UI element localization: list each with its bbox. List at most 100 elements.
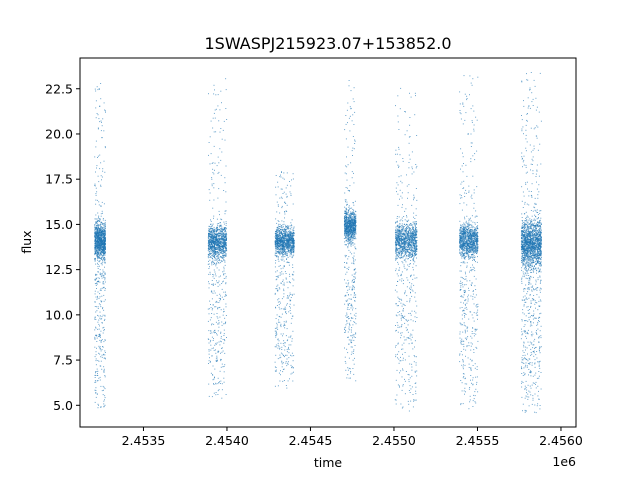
data-point bbox=[99, 376, 101, 378]
data-point bbox=[100, 242, 102, 243]
data-point bbox=[345, 329, 347, 331]
data-point bbox=[104, 299, 106, 301]
data-point bbox=[225, 234, 227, 236]
data-point bbox=[289, 191, 291, 193]
data-point bbox=[282, 240, 284, 242]
data-point bbox=[344, 218, 346, 220]
data-point bbox=[213, 262, 215, 263]
data-point bbox=[225, 245, 227, 247]
data-point bbox=[286, 196, 288, 198]
data-point bbox=[349, 239, 351, 240]
data-point bbox=[104, 258, 106, 260]
data-point bbox=[220, 360, 222, 362]
data-point bbox=[353, 223, 355, 225]
data-point bbox=[225, 249, 227, 251]
data-point bbox=[285, 228, 286, 230]
data-point bbox=[96, 337, 98, 339]
data-point bbox=[222, 271, 224, 273]
data-point bbox=[218, 320, 220, 322]
data-point bbox=[212, 253, 214, 255]
data-point bbox=[210, 246, 212, 248]
data-point bbox=[208, 281, 209, 283]
data-point bbox=[347, 285, 349, 287]
data-point bbox=[221, 383, 223, 385]
data-point bbox=[101, 318, 103, 320]
data-point bbox=[275, 260, 277, 261]
data-point bbox=[352, 220, 353, 222]
data-point bbox=[354, 237, 356, 239]
data-point bbox=[355, 225, 357, 227]
data-point bbox=[347, 336, 349, 338]
data-point bbox=[225, 322, 226, 324]
data-point bbox=[208, 240, 210, 242]
data-point bbox=[354, 300, 356, 302]
data-point bbox=[221, 252, 223, 254]
data-point bbox=[277, 275, 279, 277]
data-point bbox=[211, 261, 213, 262]
data-point bbox=[281, 188, 283, 190]
data-point bbox=[95, 351, 97, 353]
data-point bbox=[97, 373, 98, 375]
data-point bbox=[279, 232, 281, 234]
data-point bbox=[293, 245, 295, 247]
data-point bbox=[353, 281, 355, 283]
data-point bbox=[275, 232, 277, 234]
data-point bbox=[276, 285, 278, 287]
data-point bbox=[274, 385, 276, 387]
data-point bbox=[288, 238, 290, 240]
data-point bbox=[224, 261, 226, 263]
data-point bbox=[223, 245, 225, 247]
data-point bbox=[104, 352, 106, 353]
data-point bbox=[348, 339, 350, 341]
data-point bbox=[212, 246, 214, 248]
data-point bbox=[351, 227, 353, 229]
data-point bbox=[290, 364, 292, 366]
data-point bbox=[285, 313, 287, 315]
data-point bbox=[96, 371, 98, 373]
data-point bbox=[287, 287, 289, 289]
data-point bbox=[208, 240, 210, 241]
data-point bbox=[216, 227, 218, 229]
data-point bbox=[353, 209, 355, 211]
data-point bbox=[98, 404, 99, 406]
data-point bbox=[347, 223, 349, 224]
data-point bbox=[346, 299, 348, 301]
data-point bbox=[283, 308, 285, 310]
data-point bbox=[347, 233, 349, 235]
data-point bbox=[99, 244, 101, 246]
data-point bbox=[100, 236, 102, 238]
data-point bbox=[274, 242, 276, 244]
data-point bbox=[99, 333, 101, 335]
data-point bbox=[278, 340, 280, 342]
data-point bbox=[101, 242, 103, 244]
data-point bbox=[291, 233, 293, 235]
data-point bbox=[211, 248, 213, 249]
data-point bbox=[212, 241, 214, 243]
data-point bbox=[347, 336, 349, 338]
data-point bbox=[94, 235, 96, 237]
data-point bbox=[95, 171, 96, 173]
data-point bbox=[94, 233, 96, 235]
data-point bbox=[215, 331, 216, 333]
data-point bbox=[286, 254, 288, 256]
data-point bbox=[100, 237, 102, 239]
data-point bbox=[95, 311, 97, 313]
data-point bbox=[281, 259, 283, 261]
data-point bbox=[279, 245, 281, 247]
data-point bbox=[101, 210, 103, 212]
data-point bbox=[222, 366, 224, 368]
data-point bbox=[277, 289, 279, 291]
data-point bbox=[96, 237, 98, 239]
data-point bbox=[100, 243, 102, 245]
data-point bbox=[210, 223, 211, 225]
data-point bbox=[277, 186, 279, 188]
data-point bbox=[285, 311, 287, 313]
data-point bbox=[103, 241, 105, 243]
data-point bbox=[101, 368, 103, 370]
data-point bbox=[95, 245, 97, 247]
data-point bbox=[219, 256, 221, 258]
data-point bbox=[94, 235, 96, 237]
data-point bbox=[274, 236, 276, 238]
data-point bbox=[211, 238, 213, 240]
data-point bbox=[212, 243, 214, 245]
